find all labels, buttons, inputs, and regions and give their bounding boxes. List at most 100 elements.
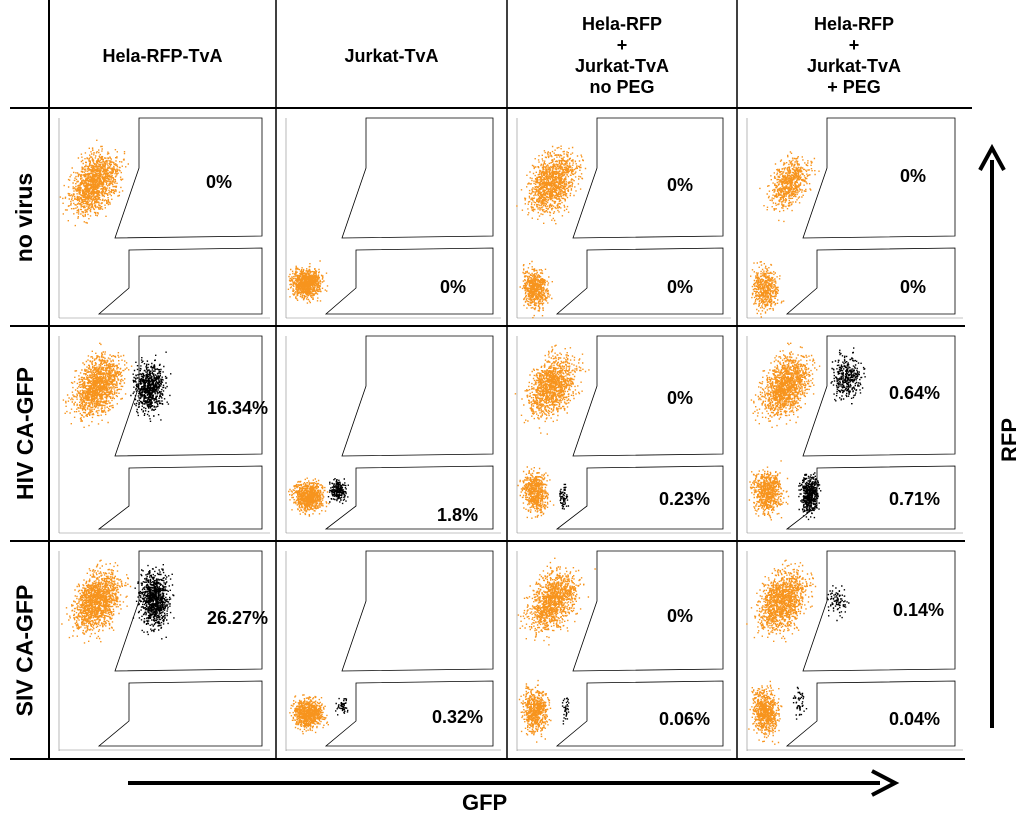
percentage-label: 0% (667, 606, 694, 626)
row-header-no-virus: no virus (2, 110, 48, 325)
scatter-points (518, 679, 552, 743)
upper-gate (802, 550, 956, 672)
scatter-points (826, 585, 850, 622)
upper-gate (341, 550, 494, 672)
percentage-label: 0% (667, 388, 694, 408)
scatter-points (750, 261, 785, 318)
scatter-points (289, 694, 329, 735)
scatter-points (517, 466, 555, 519)
scatter-points (62, 342, 133, 428)
scatter-points (748, 460, 790, 521)
percentage-label: 0.14% (893, 600, 945, 620)
y-axis-label: RFP (997, 418, 1016, 462)
scatter-points (798, 472, 822, 521)
column-header-line: no PEG (589, 77, 655, 97)
column-header-line: Jurkat-TvA (574, 56, 670, 76)
lower-gate (555, 465, 724, 530)
scatter-points (288, 477, 330, 517)
percentage-label: 0.06% (659, 709, 711, 729)
column-header-line: + PEG (827, 77, 881, 97)
scatter-points (561, 697, 570, 725)
scatter-points (132, 564, 175, 640)
row-header-siv: SIV CA-GFP (2, 542, 48, 758)
cell-population (746, 559, 850, 745)
upper-gate (572, 117, 724, 239)
percentage-label: 0% (900, 277, 927, 297)
upper-gate (572, 550, 724, 672)
scatter-points (559, 483, 570, 510)
column-header-hela: Hela-RFP-TvA (50, 4, 275, 108)
lower-gate (324, 680, 494, 747)
x-axis-arrowhead (871, 769, 900, 797)
column-header-line: Hela-RFP-TvA (102, 45, 223, 66)
scatter-points (759, 151, 820, 223)
upper-gate (341, 117, 494, 239)
lower-gate (785, 680, 956, 747)
column-header-line: Jurkat-TvA (806, 56, 902, 76)
percentage-label: 1.8% (437, 505, 479, 525)
cell-population (288, 477, 349, 517)
percentage-label: 0.32% (432, 707, 484, 727)
scatter-points (748, 680, 783, 745)
column-header-line: Hela-RFP (813, 14, 894, 34)
y-axis-arrowhead (978, 143, 1006, 171)
percentage-label: 0% (667, 175, 694, 195)
cell-population (517, 557, 596, 743)
percentage-label: 0% (440, 277, 467, 297)
upper-gate (114, 335, 263, 457)
row-header-label: HIV CA-GFP (11, 367, 38, 500)
cell-population (514, 344, 590, 519)
cell-population (516, 145, 587, 319)
scatter-points (519, 260, 553, 319)
upper-gate (802, 335, 956, 457)
scatter-points (61, 559, 132, 644)
x-axis-label: GFP (462, 790, 508, 815)
upper-gate (341, 335, 494, 457)
lower-gate (97, 680, 263, 747)
cell-population (748, 342, 866, 521)
scatter-points (830, 347, 866, 405)
scatter-points (750, 342, 821, 428)
scatter-points (516, 145, 587, 225)
column-header-mix-no-peg: Hela-RFP + Jurkat-TvA no PEG (508, 4, 736, 108)
percentage-label: 26.27% (207, 608, 269, 628)
lower-gate (785, 465, 956, 530)
column-header-line: Hela-RFP (581, 14, 662, 34)
lower-gate (324, 247, 494, 315)
cell-population (289, 694, 349, 735)
scatter-points (130, 351, 172, 422)
percentage-label: 16.34% (207, 398, 269, 418)
column-header-line: + (616, 35, 628, 55)
scatter-points (514, 344, 590, 435)
column-header-line: + (848, 35, 860, 55)
cell-population (62, 342, 172, 428)
column-header-line: Jurkat-TvA (344, 45, 439, 66)
column-header-mix-peg: Hela-RFP + Jurkat-TvA + PEG (738, 4, 970, 108)
upper-gate (572, 335, 724, 457)
lower-gate (785, 247, 956, 315)
percentage-label: 0% (206, 172, 233, 192)
row-header-label: SIV CA-GFP (11, 584, 38, 716)
percentage-label: 0.64% (889, 383, 941, 403)
lower-gate (555, 680, 724, 747)
upper-gate (114, 117, 263, 239)
scatter-points (517, 557, 596, 646)
scatter-points (746, 559, 817, 643)
lower-gate (555, 247, 724, 315)
percentage-label: 0% (900, 166, 927, 186)
column-header-jurkat: Jurkat-TvA (277, 4, 506, 108)
scatter-points (335, 697, 349, 716)
cell-population (61, 559, 175, 644)
row-header-label: no virus (11, 172, 38, 263)
row-header-hiv: HIV CA-GFP (2, 327, 48, 540)
lower-gate (97, 247, 263, 315)
scatter-points (287, 260, 329, 304)
scatter-points (59, 139, 130, 227)
scatter-points (327, 478, 349, 505)
percentage-label: 0.71% (889, 489, 941, 509)
cell-population (750, 151, 820, 318)
percentage-label: 0% (667, 277, 694, 297)
scatter-points (792, 686, 808, 720)
cell-population (59, 139, 130, 227)
